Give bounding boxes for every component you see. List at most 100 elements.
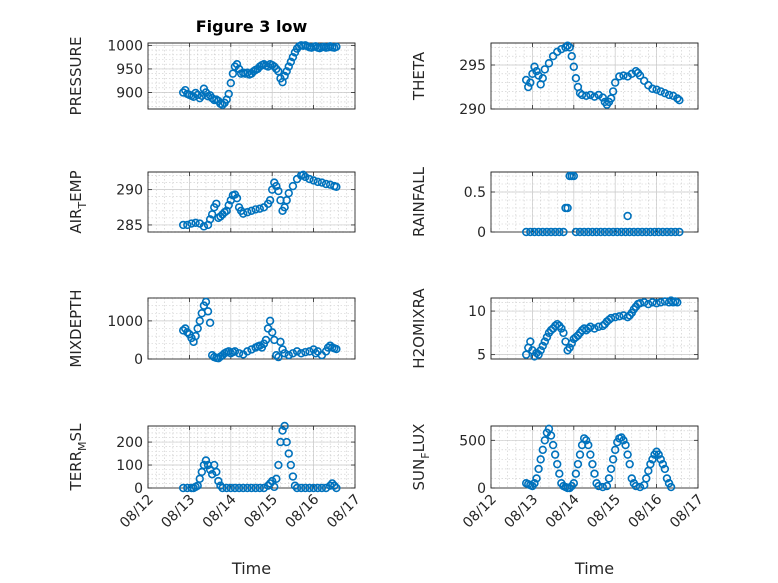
rainfall-data-point <box>600 227 610 237</box>
rainfall-data-point <box>629 227 639 237</box>
sunflux-data-point <box>584 440 593 450</box>
sunflux-data-point <box>532 474 541 483</box>
airtemp-data-point <box>224 200 233 210</box>
rainfall-data-point <box>625 227 634 237</box>
rainfall-data-point <box>654 227 663 237</box>
mixdepth-data-point <box>191 331 200 341</box>
theta-data-point <box>582 91 591 101</box>
rainfall-data-point <box>559 227 568 237</box>
terrmsl-data-point <box>286 460 296 470</box>
terrmsl-data-point <box>296 483 306 493</box>
terrmsl-data-point <box>212 467 221 477</box>
rainfall-ylabel-main: RAINFALL <box>410 166 428 237</box>
sunflux-xtick-label: 08/12 <box>460 492 500 532</box>
theta-data-point <box>561 43 570 52</box>
terrmsl-data-point <box>317 483 327 493</box>
airtemp-data-point <box>305 174 314 184</box>
sunflux-data-point <box>660 464 670 474</box>
h2omixra-data-point <box>526 337 535 346</box>
terrmsl-ytick-label: 100 <box>116 458 143 474</box>
h2omixra-data-point <box>635 299 645 308</box>
h2omixra-data-point <box>567 339 576 348</box>
mixdepth-data-point <box>332 344 341 354</box>
sunflux-data-point <box>658 459 668 469</box>
terrmsl-data-point <box>207 470 217 479</box>
h2omixra-data-point <box>586 322 595 331</box>
airtemp-data-point <box>321 179 331 189</box>
panel-pressure: 900 950 1000 PRESSURE Figure 3 low <box>67 17 356 115</box>
theta-data-point <box>673 94 682 103</box>
mixdepth-data-point <box>274 352 283 362</box>
rainfall-data-point <box>534 227 543 237</box>
rainfall-data-point <box>642 227 651 237</box>
theta-ylabel-main: THETA <box>410 51 428 101</box>
terrmsl-data-point <box>247 483 256 493</box>
sunflux-data-point <box>610 445 620 455</box>
rainfall-data-point <box>621 227 630 237</box>
sunflux-data-point <box>573 459 583 469</box>
mixdepth-data-point <box>178 326 188 335</box>
sunflux-data-point <box>548 440 558 450</box>
h2omixra-data-point <box>536 346 545 355</box>
terrmsl-data-point <box>178 483 188 493</box>
pressure-data-point <box>224 89 233 99</box>
airtemp-ylabel-main: AIR <box>67 209 85 234</box>
sunflux-data-point <box>635 482 645 492</box>
h2omixra-data-point <box>546 326 556 335</box>
terrmsl-data-point <box>270 482 279 492</box>
airtemp-ylabel: AIRTEMP <box>67 170 89 233</box>
rainfall-data-point <box>521 227 531 237</box>
sunflux-data-point <box>579 434 589 443</box>
terrmsl-ytick-label: 0 <box>134 481 143 497</box>
airtemp-data-point <box>247 206 256 216</box>
h2omixra-data-point <box>565 343 574 352</box>
terrmsl-ylabel-sub: M <box>76 441 89 451</box>
h2omixra-data-point <box>652 299 661 308</box>
panel-rainfall: 0 0.5 RAINFALL <box>410 166 699 241</box>
pressure-data-point <box>228 69 238 78</box>
terrmsl-ylabel-main: TERR <box>67 451 85 492</box>
mixdepth-data-point <box>261 335 271 345</box>
terrmsl-data-point <box>274 460 283 470</box>
h2omixra-ylabel-main: H2OMIXRA <box>410 288 428 369</box>
terrmsl-data-point <box>321 483 331 493</box>
sunflux-data-point <box>582 436 591 445</box>
h2omixra-data-point <box>598 321 607 331</box>
theta-data-point <box>610 78 620 87</box>
airtemp-data-point <box>239 209 248 218</box>
terrmsl-data-point <box>278 426 287 435</box>
theta-data-point <box>524 82 533 92</box>
terrmsl-xtick-label: 08/12 <box>117 492 157 532</box>
h2omixra-axes-frame <box>490 297 699 360</box>
mixdepth-data-point <box>230 347 240 356</box>
terrmsl-data-point <box>305 483 314 493</box>
rainfall-data-point <box>592 227 601 237</box>
mixdepth-data-point <box>193 324 202 333</box>
h2omixra-data-point <box>553 319 562 329</box>
theta-plot-area <box>490 42 699 110</box>
terrmsl-data-point <box>259 483 269 493</box>
pressure-plot-area <box>147 42 356 110</box>
panel-airtemp: 285 290 AIRTEMP <box>67 170 356 234</box>
h2omixra-ylabel: H2OMIXRA <box>410 288 428 369</box>
rainfall-data-point <box>613 227 622 237</box>
terrmsl-xtick-label: 08/17 <box>324 492 364 532</box>
sunflux-axes-frame <box>490 425 699 489</box>
terrmsl-data-point <box>280 421 289 431</box>
sunflux-data-point <box>553 459 562 469</box>
sunflux-data-point <box>555 469 564 478</box>
rainfall-axes-frame <box>490 171 699 233</box>
sunflux-data-point <box>646 459 655 469</box>
sunflux-xtick-label: 08/15 <box>584 492 624 532</box>
rainfall-data-point <box>530 227 539 237</box>
theta-data-point <box>598 93 607 102</box>
airtemp-data-point <box>212 199 221 208</box>
terrmsl-data-point <box>282 437 291 447</box>
terrmsl-xtick-label: 08/13 <box>158 492 198 532</box>
theta-axes-frame <box>490 42 699 110</box>
sunflux-data-point <box>586 450 595 459</box>
rainfall-data-point <box>571 227 581 237</box>
pressure-data-point <box>195 93 204 103</box>
terrmsl-data-point <box>301 483 310 493</box>
pressure-ytick-label: 1000 <box>107 38 143 54</box>
